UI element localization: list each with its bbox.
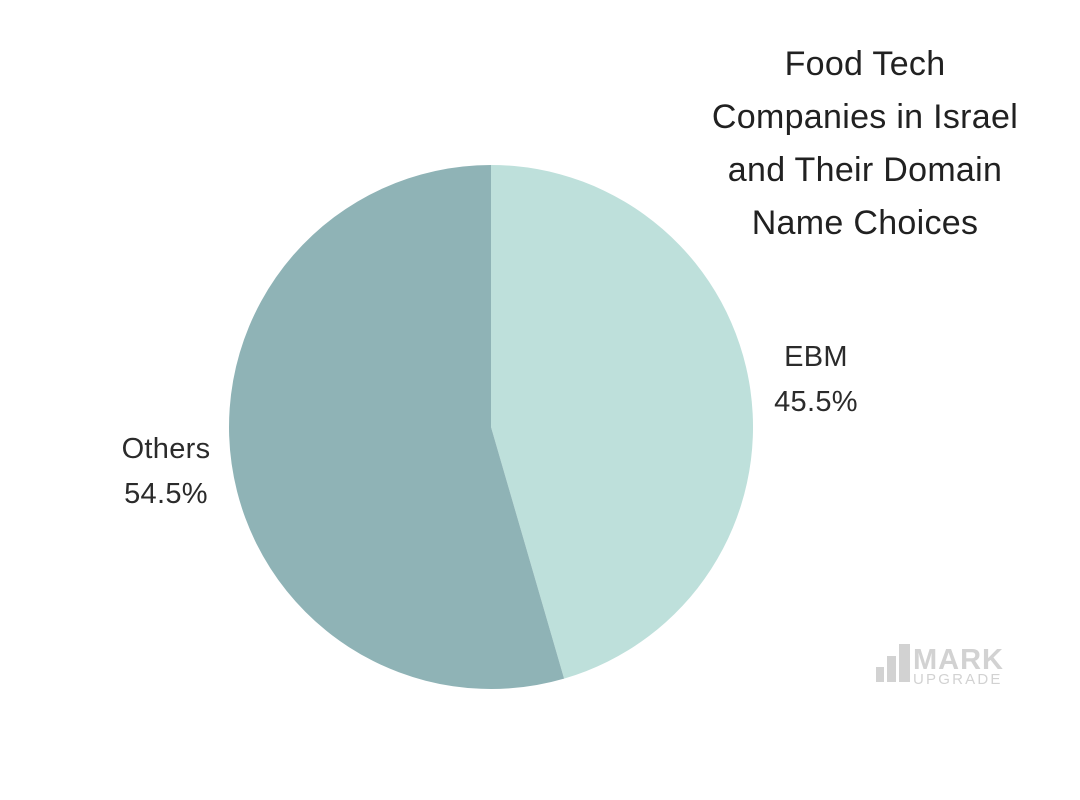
slice-label-ebm-value: 45.5% (774, 386, 858, 418)
chart-title-line: and Their Domain (727, 151, 1003, 189)
bar-chart-icon-bar-medium (887, 656, 896, 682)
slice-label-others: Others 54.5% (90, 427, 242, 517)
watermark-brand-line2: UPGRADE (913, 671, 1003, 688)
watermark-brand-line1: MARK (913, 644, 1004, 676)
slice-label-ebm: EBM 45.5% (741, 335, 891, 425)
chart-title-line: Name Choices (751, 204, 979, 242)
watermark: MARK UPGRADE (876, 638, 1016, 688)
slice-label-ebm-name: EBM (784, 341, 848, 373)
watermark-text: MARK UPGRADE (913, 644, 1004, 688)
pie-slice-others (229, 165, 565, 689)
bar-chart-icon-bar-large (899, 644, 910, 682)
bar-chart-icon (876, 644, 910, 682)
slice-label-others-value: 54.5% (124, 478, 208, 510)
bar-chart-icon-bar-small (876, 667, 884, 682)
slice-label-others-name: Others (121, 433, 211, 465)
chart-title-line: Food Tech (784, 45, 946, 83)
chart-title-line: Companies in Israel (711, 98, 1019, 136)
pie-slice-ebm (491, 165, 754, 679)
chart-title: Food Tech Companies in Israel and Their … (680, 38, 1050, 250)
